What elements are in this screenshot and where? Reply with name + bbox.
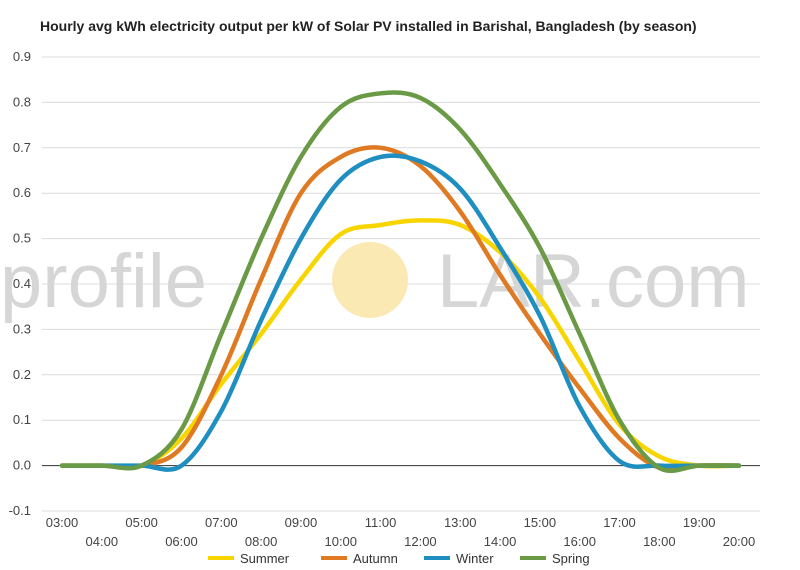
x-tick-label: 12:00 xyxy=(404,534,437,549)
y-tick-label: 0.3 xyxy=(13,321,31,336)
series-line-winter xyxy=(59,153,742,472)
legend-label-summer: Summer xyxy=(240,551,290,566)
x-tick-label: 10:00 xyxy=(324,534,357,549)
series-line-spring xyxy=(59,90,742,474)
x-tick-label: 19:00 xyxy=(683,515,716,530)
x-tick-label: 09:00 xyxy=(285,515,318,530)
series-lines xyxy=(59,90,742,474)
x-tick-label: 04:00 xyxy=(86,534,119,549)
x-tick-label: 06:00 xyxy=(165,534,198,549)
watermark-sun xyxy=(332,242,408,318)
x-tick-label: 14:00 xyxy=(484,534,517,549)
x-tick-label: 03:00 xyxy=(46,515,79,530)
x-tick-label: 07:00 xyxy=(205,515,238,530)
legend: Summer Autumn Winter Spring xyxy=(208,551,590,566)
x-tick-label: 11:00 xyxy=(365,515,397,530)
legend-label-winter: Winter xyxy=(456,551,494,566)
y-tick-label: 0.0 xyxy=(13,458,31,473)
watermark-text: profileS LAR.com xyxy=(0,239,750,324)
y-tick-label: -0.1 xyxy=(9,503,31,518)
y-tick-label: 0.1 xyxy=(13,412,31,427)
y-tick-label: 0.9 xyxy=(13,49,31,64)
x-tick-label: 13:00 xyxy=(444,515,477,530)
x-tick-label: 16:00 xyxy=(563,534,596,549)
gridlines xyxy=(42,56,760,512)
x-tick-label: 20:00 xyxy=(723,534,756,549)
legend-label-autumn: Autumn xyxy=(353,551,398,566)
y-tick-label: 0.6 xyxy=(13,185,31,200)
series-line-autumn xyxy=(59,145,742,472)
watermark-part1: profile xyxy=(0,239,207,324)
x-tick-label: 18:00 xyxy=(643,534,676,549)
y-tick-label: 0.7 xyxy=(13,140,31,155)
chart-title: Hourly avg kWh electricity output per kW… xyxy=(40,18,697,34)
x-tick-label: 17:00 xyxy=(603,515,636,530)
series-line-summer xyxy=(59,218,742,470)
y-tick-label: 0.8 xyxy=(13,94,31,109)
x-tick-label: 08:00 xyxy=(245,534,278,549)
x-tick-label: 15:00 xyxy=(524,515,557,530)
legend-label-spring: Spring xyxy=(552,551,590,566)
y-tick-label: 0.5 xyxy=(13,231,31,246)
y-tick-labels: -0.1 0.0 0.1 0.2 0.3 0.4 0.5 0.6 0.7 0.8 0.9 xyxy=(9,49,31,518)
x-tick-label: 05:00 xyxy=(125,515,158,530)
x-tick-labels: 03:00 04:00 05:00 06:00 07:00 08:00 09:00 10:00… xyxy=(46,515,756,549)
y-tick-label: 0.2 xyxy=(13,367,31,382)
y-tick-label: 0.4 xyxy=(13,276,31,291)
watermark: profileS LAR.com xyxy=(0,239,750,324)
